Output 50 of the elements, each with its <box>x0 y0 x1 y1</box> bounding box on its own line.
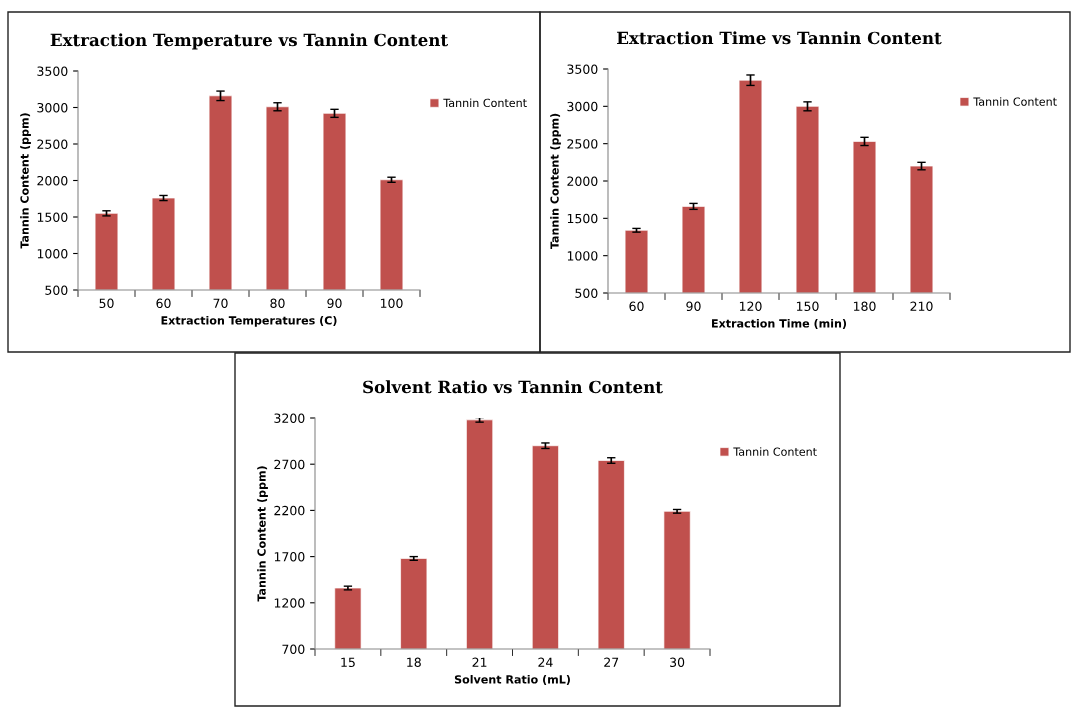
x-tick-label: 90 <box>686 301 701 312</box>
x-axis-title: Extraction Time (min) <box>712 318 847 329</box>
y-axis-title: Tannin Content (ppm) <box>550 113 561 250</box>
y-axis-title: Tannin Content (ppm) <box>20 113 31 249</box>
y-tick-label: 700 <box>282 644 305 654</box>
chart-title: Extraction Time vs Tannin Content <box>617 31 942 45</box>
chart-title: Solvent Ratio vs Tannin Content <box>363 380 663 394</box>
x-tick-label: 27 <box>604 657 619 667</box>
y-tick-label: 1000 <box>37 248 68 259</box>
x-tick-label: 120 <box>739 301 762 312</box>
x-tick-label: 100 <box>380 298 403 309</box>
chart-title: Extraction Temperature vs Tannin Content <box>50 33 449 50</box>
y-axis-title: Tannin Content (ppm) <box>257 466 268 602</box>
x-tick-label: 80 <box>270 298 285 309</box>
y-tick-label: 2500 <box>567 139 598 149</box>
legend-label: Tannin Content <box>733 447 817 456</box>
y-tick-label: 2200 <box>274 505 305 516</box>
x-tick-label: 180 <box>853 301 876 312</box>
y-tick-label: 500 <box>575 288 598 298</box>
x-tick-label: 210 <box>910 301 933 312</box>
x-tick-label: 50 <box>99 298 114 309</box>
legend-label: Tannin Content <box>443 98 527 108</box>
y-tick-label: 1000 <box>567 251 598 261</box>
y-tick-label: 1500 <box>37 212 68 222</box>
y-tick-label: 1500 <box>567 213 598 224</box>
x-tick-label: 70 <box>213 298 228 309</box>
y-tick-label: 3000 <box>37 102 68 113</box>
legend-label: Tannin Content <box>973 97 1057 106</box>
x-tick-label: 24 <box>538 657 553 667</box>
x-axis-title: Solvent Ratio (mL) <box>454 674 570 685</box>
x-tick-label: 15 <box>341 657 355 668</box>
x-tick-label: 150 <box>796 301 819 312</box>
x-tick-label: 90 <box>327 298 342 309</box>
y-tick-label: 1200 <box>274 598 305 608</box>
y-tick-label: 2500 <box>37 139 68 149</box>
y-tick-label: 2700 <box>274 459 305 470</box>
x-tick-label: 21 <box>472 657 487 667</box>
y-tick-label: 2000 <box>567 176 598 186</box>
y-tick-label: 3200 <box>274 413 305 423</box>
x-tick-label: 60 <box>629 301 644 312</box>
x-tick-label: 60 <box>156 298 171 309</box>
y-tick-label: 3500 <box>567 64 598 74</box>
x-tick-label: 18 <box>407 657 421 668</box>
x-tick-label: 30 <box>670 657 685 668</box>
y-tick-label: 3000 <box>567 101 598 112</box>
x-axis-title: Extraction Temperatures (C) <box>161 315 337 327</box>
y-tick-label: 2000 <box>37 175 68 186</box>
y-tick-label: 3500 <box>37 66 68 76</box>
y-tick-label: 500 <box>45 285 68 295</box>
y-tick-label: 1700 <box>274 552 305 562</box>
